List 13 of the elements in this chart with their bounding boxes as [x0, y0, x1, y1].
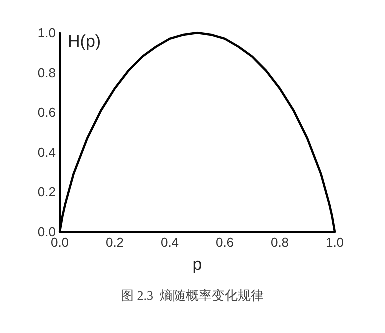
x-tick-label: 0.6	[216, 235, 234, 250]
y-axis-title: H(p)	[68, 32, 102, 51]
x-tick-label: 1.0	[326, 235, 344, 250]
x-axis-title: p	[192, 255, 202, 274]
x-tick-label: 0.4	[160, 235, 180, 250]
y-tick-label: 0.6	[38, 105, 56, 120]
caption: 图 2.3 熵随概率变化规律	[121, 288, 264, 303]
y-tick-label: 0.8	[38, 65, 56, 80]
x-tick-label: 0.8	[270, 235, 290, 250]
y-tick-label: 1.0	[38, 26, 56, 40]
y-tick-label: 0.4	[38, 144, 56, 160]
y-tick-label: 0.2	[38, 184, 56, 200]
x-tick-label: 0.2	[106, 235, 124, 250]
